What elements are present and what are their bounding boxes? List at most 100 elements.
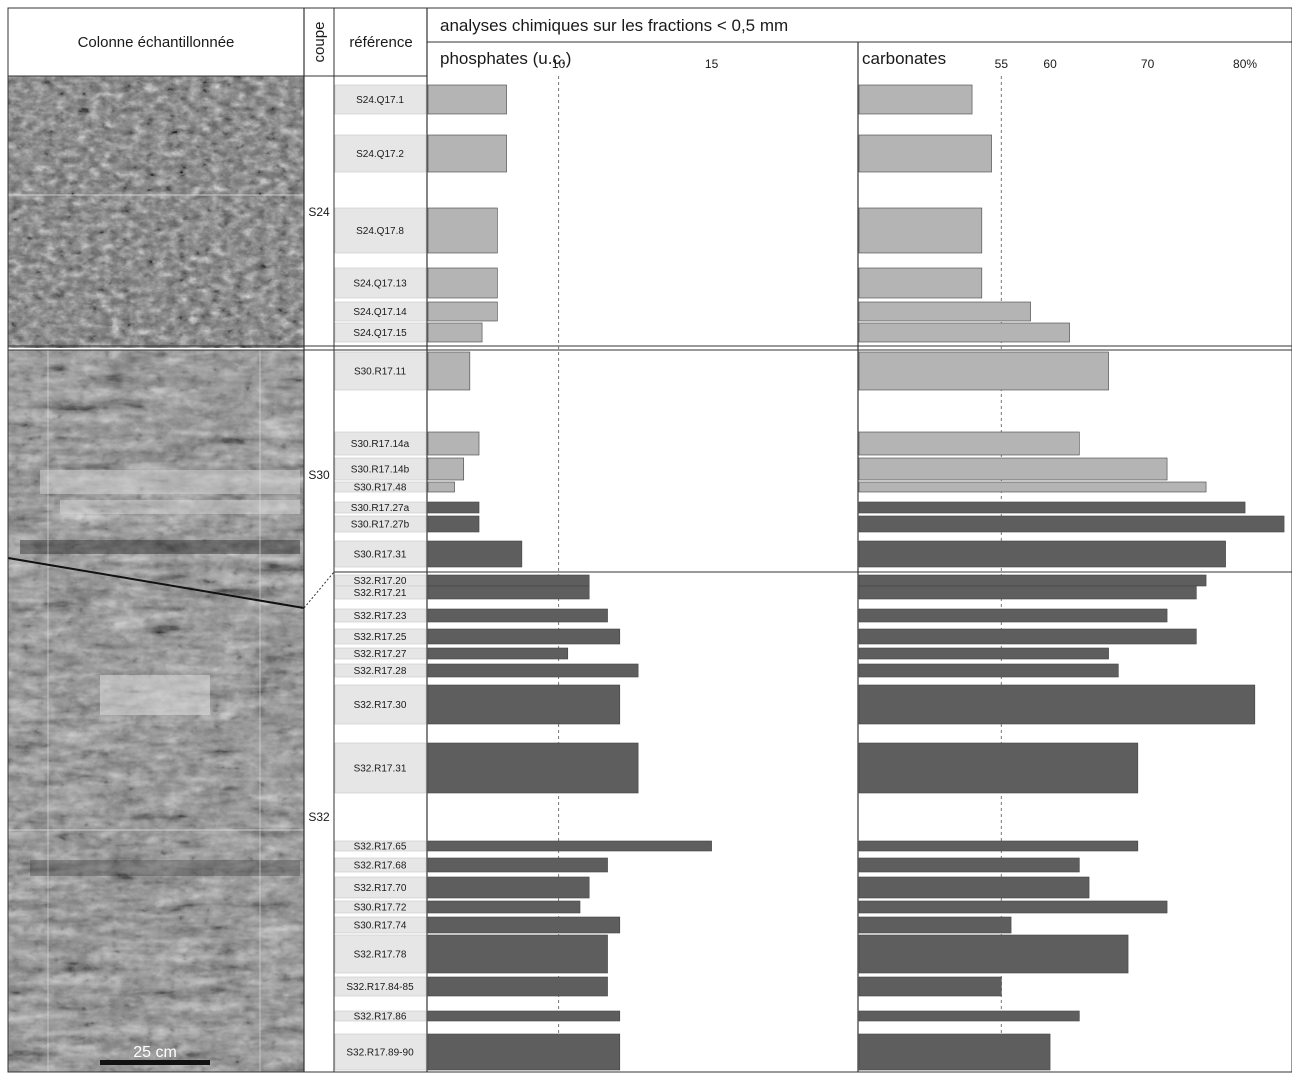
phosphate-bar <box>427 84 507 115</box>
carbonate-bar <box>858 322 1070 343</box>
reference-cell <box>334 857 427 873</box>
column-title: Colonne échantillonnée <box>78 34 235 51</box>
reference-cell <box>334 934 427 974</box>
reference-label: S32.R17.21 <box>354 588 407 599</box>
reference-label: S32.R17.31 <box>354 764 407 775</box>
reference-label: S32.R17.84-85 <box>346 982 414 993</box>
reference-cell <box>334 515 427 533</box>
carbonate-bar <box>858 207 983 254</box>
reference-label: S32.R17.27 <box>354 649 407 660</box>
reference-label: S32.R17.65 <box>354 842 407 853</box>
carbonate-bar <box>858 501 1246 514</box>
tick-label: 60 <box>1043 57 1057 71</box>
reference-label: S30.R17.27a <box>351 503 410 514</box>
reference-label: S32.R17.20 <box>354 576 407 587</box>
carbonate-bar <box>858 663 1119 678</box>
scale-bar: 25 cm <box>100 1044 210 1065</box>
reference-label: S24.Q17.2 <box>356 149 404 160</box>
phosphate-bar <box>427 663 639 678</box>
reference-column: S24.Q17.1 S24.Q17.2 S24.Q17.8 S24.Q17.13 S24… <box>334 84 427 1071</box>
carbonate-bar <box>858 900 1168 914</box>
carbonate-bar <box>858 431 1080 456</box>
carbonate-bar <box>858 684 1256 725</box>
phosphate-bar <box>427 742 639 794</box>
reference-label: S30.R17.11 <box>354 367 407 378</box>
phosphates-header: phosphates (u.c.) <box>440 49 571 68</box>
reference-label: S32.R17.68 <box>354 861 407 872</box>
reference-cell <box>334 840 427 852</box>
phosphate-bar <box>427 628 621 645</box>
phosphate-bar <box>427 301 498 322</box>
phosphate-bar <box>427 351 471 391</box>
phosphate-bar <box>427 501 480 514</box>
carbonate-bar <box>858 647 1109 660</box>
axis-ticks: 10 15 55 60 70 80% <box>552 57 1258 71</box>
reference-label: S30.R17.14b <box>351 465 410 476</box>
carbonate-bar <box>858 515 1285 533</box>
sample-column-photo <box>7 76 305 1072</box>
carbonate-bar <box>858 840 1139 852</box>
reference-label: S24.Q17.8 <box>356 226 404 237</box>
carbonate-bar <box>858 628 1197 645</box>
carbonate-bar <box>858 876 1090 899</box>
phosphate-bar <box>427 1010 621 1022</box>
reference-label: S32.R17.89-90 <box>346 1048 414 1059</box>
phosphate-bar <box>427 857 608 873</box>
carbonate-bar <box>858 1010 1080 1022</box>
phosphate-bar <box>427 207 498 254</box>
bars <box>427 84 1285 1071</box>
phosphate-bar <box>427 585 590 600</box>
coupe-label-s30: S30 <box>308 468 330 482</box>
reference-cell <box>334 663 427 678</box>
carbonate-bar <box>858 857 1080 873</box>
tick-label: 10 <box>552 57 566 71</box>
reference-cell <box>334 431 427 456</box>
phosphate-bar <box>427 647 569 660</box>
coupe-label-s24: S24 <box>308 205 330 219</box>
reference-cell <box>334 628 427 645</box>
carbonate-bar <box>858 976 1002 997</box>
phosphate-bar <box>427 267 498 299</box>
reference-label: S24.Q17.14 <box>353 307 407 318</box>
tick-label: 15 <box>705 57 719 71</box>
carbonate-bar <box>858 916 1012 934</box>
reference-label: S32.R17.86 <box>354 1012 407 1023</box>
coupe-column: S24 S30 S32 <box>308 205 330 824</box>
table-frame <box>7 7 1292 1073</box>
reference-label: S30.R17.27b <box>351 520 410 531</box>
carbonate-bar <box>858 934 1129 974</box>
phosphate-bar <box>427 1033 621 1071</box>
reference-cell <box>334 976 427 997</box>
carbonate-bar <box>858 457 1168 481</box>
carbonate-bar <box>858 267 983 299</box>
carbonate-bar <box>858 1033 1051 1071</box>
reference-label: S32.R17.25 <box>354 632 407 643</box>
reference-cell <box>334 876 427 899</box>
reference-cell <box>334 540 427 568</box>
phosphate-bar <box>427 134 507 173</box>
reference-label: S30.R17.14a <box>351 439 410 450</box>
phosphate-bar <box>427 540 523 568</box>
analysis-title: analyses chimiques sur les fractions < 0… <box>440 16 788 35</box>
reference-cell <box>334 742 427 794</box>
reference-cell <box>334 134 427 173</box>
reference-cell <box>334 916 427 934</box>
carbonate-bar <box>858 574 1207 587</box>
reference-cell <box>334 207 427 254</box>
reference-cell <box>334 585 427 600</box>
phosphate-bar <box>427 916 621 934</box>
reference-cell <box>334 301 427 322</box>
carbonate-bar <box>858 608 1168 623</box>
reference-cell <box>334 322 427 343</box>
reference-cell <box>334 457 427 481</box>
reference-label: S30.R17.72 <box>354 903 407 914</box>
phosphate-bar <box>427 900 581 914</box>
carbonate-bar <box>858 540 1226 568</box>
tick-label: 80% <box>1233 57 1257 71</box>
tick-label: 55 <box>995 57 1009 71</box>
reference-cell <box>334 1033 427 1071</box>
phosphate-bar <box>427 574 590 587</box>
reference-cell <box>334 647 427 660</box>
reference-cell <box>334 84 427 115</box>
